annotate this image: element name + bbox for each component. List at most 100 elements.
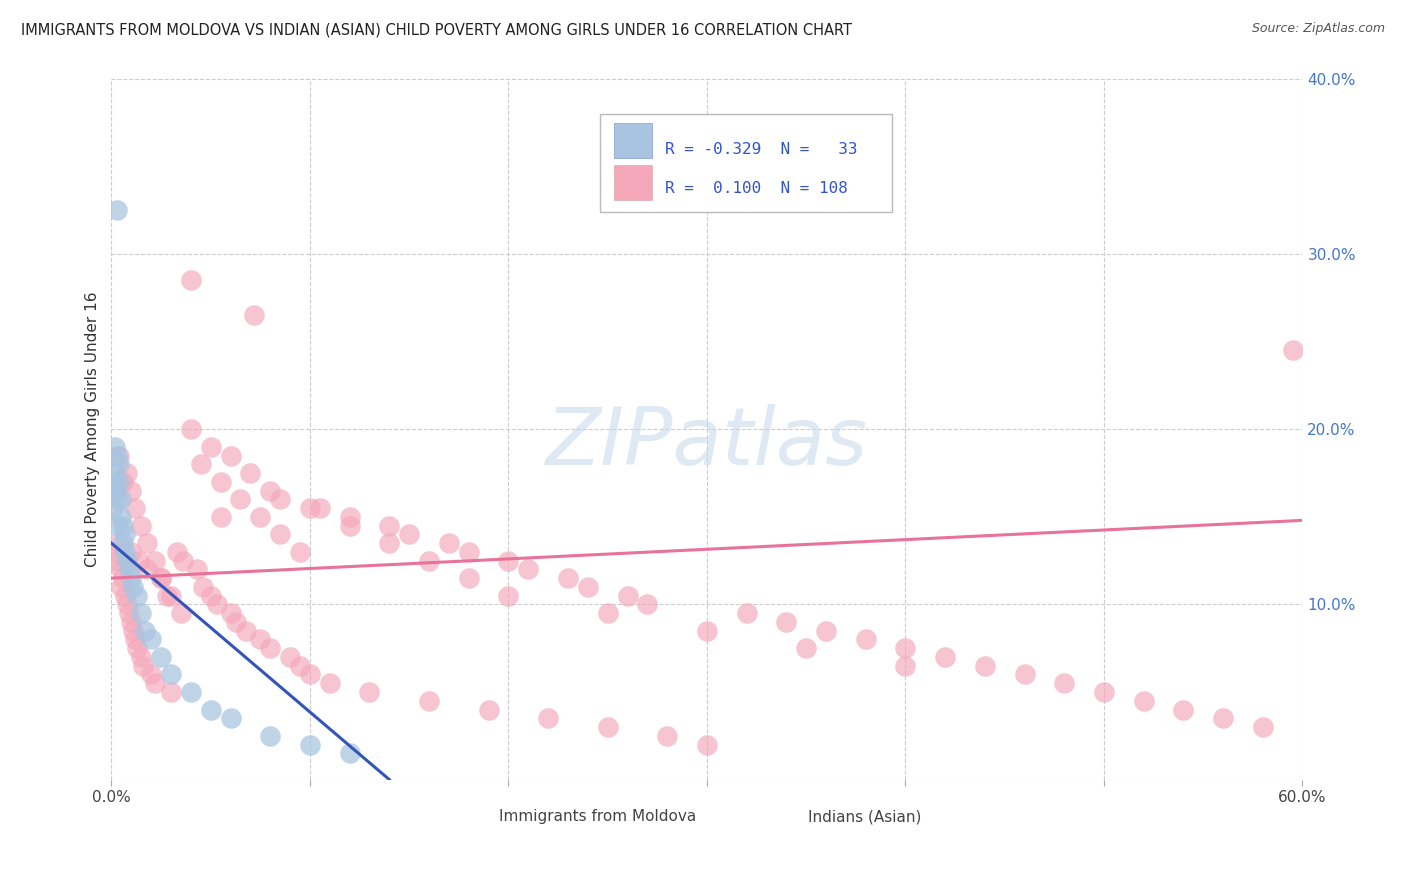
Point: [437, 536, 460, 550]
Point: [118, 562, 141, 576]
Point: [339, 509, 361, 524]
Point: [186, 562, 208, 576]
FancyBboxPatch shape: [614, 123, 652, 158]
Point: [134, 624, 156, 638]
Text: ZIPatlas: ZIPatlas: [546, 404, 868, 483]
Point: [114, 589, 136, 603]
Point: [110, 492, 132, 507]
Point: [636, 598, 658, 612]
Point: [517, 562, 540, 576]
Point: [112, 536, 135, 550]
Point: [239, 466, 262, 480]
Point: [150, 571, 173, 585]
Point: [124, 632, 146, 647]
Point: [235, 624, 257, 638]
Point: [596, 720, 619, 734]
Point: [104, 545, 127, 559]
Point: [180, 273, 202, 287]
Point: [894, 658, 917, 673]
FancyBboxPatch shape: [614, 165, 652, 200]
Point: [259, 641, 281, 656]
Point: [156, 589, 179, 603]
Point: [1132, 694, 1154, 708]
Point: [105, 492, 128, 507]
Point: [110, 562, 132, 576]
Point: [117, 598, 139, 612]
Point: [160, 685, 183, 699]
Point: [129, 650, 152, 665]
Point: [478, 702, 501, 716]
Point: [104, 483, 127, 498]
Text: Source: ZipAtlas.com: Source: ZipAtlas.com: [1251, 22, 1385, 36]
Text: R =  0.100  N = 108: R = 0.100 N = 108: [665, 181, 848, 196]
Point: [127, 589, 149, 603]
Point: [112, 475, 135, 489]
Point: [576, 580, 599, 594]
Point: [209, 509, 232, 524]
Point: [1212, 711, 1234, 725]
Point: [696, 738, 718, 752]
Point: [278, 650, 301, 665]
Point: [122, 624, 145, 638]
Point: [191, 580, 214, 594]
Point: [219, 711, 242, 725]
Point: [378, 518, 401, 533]
Point: [190, 458, 212, 472]
Point: [112, 571, 135, 585]
Point: [457, 571, 479, 585]
Point: [596, 606, 619, 620]
Point: [973, 658, 995, 673]
Point: [139, 667, 162, 681]
Point: [105, 518, 128, 533]
FancyBboxPatch shape: [600, 114, 891, 212]
Point: [122, 580, 145, 594]
Point: [103, 475, 125, 489]
Point: [127, 641, 149, 656]
Point: [815, 624, 838, 638]
Point: [105, 554, 128, 568]
Point: [855, 632, 877, 647]
Point: [249, 509, 271, 524]
Point: [359, 685, 381, 699]
Point: [103, 501, 125, 516]
Point: [180, 422, 202, 436]
Point: [269, 492, 291, 507]
Point: [794, 641, 817, 656]
Point: [498, 554, 520, 568]
Point: [150, 650, 173, 665]
Y-axis label: Child Poverty Among Girls Under 16: Child Poverty Among Girls Under 16: [86, 292, 100, 567]
Point: [200, 440, 222, 454]
Point: [160, 667, 183, 681]
Point: [132, 658, 155, 673]
Point: [298, 667, 321, 681]
Point: [298, 738, 321, 752]
Point: [243, 309, 266, 323]
Point: [120, 483, 142, 498]
Point: [219, 449, 242, 463]
Point: [298, 501, 321, 516]
Point: [114, 527, 136, 541]
Text: Indians (Asian): Indians (Asian): [808, 809, 921, 824]
Point: [200, 702, 222, 716]
Point: [105, 449, 128, 463]
Point: [129, 606, 152, 620]
Point: [108, 449, 131, 463]
Point: [124, 501, 146, 516]
Point: [894, 641, 917, 656]
Point: [128, 554, 150, 568]
Point: [249, 632, 271, 647]
Point: [259, 729, 281, 743]
Point: [108, 475, 131, 489]
Point: [110, 580, 132, 594]
Point: [105, 203, 128, 218]
FancyBboxPatch shape: [772, 806, 800, 827]
Point: [735, 606, 758, 620]
Point: [259, 483, 281, 498]
Point: [378, 536, 401, 550]
Point: [172, 554, 194, 568]
Point: [1173, 702, 1195, 716]
Point: [308, 501, 330, 516]
Point: [696, 624, 718, 638]
Point: [200, 589, 222, 603]
Point: [117, 554, 139, 568]
